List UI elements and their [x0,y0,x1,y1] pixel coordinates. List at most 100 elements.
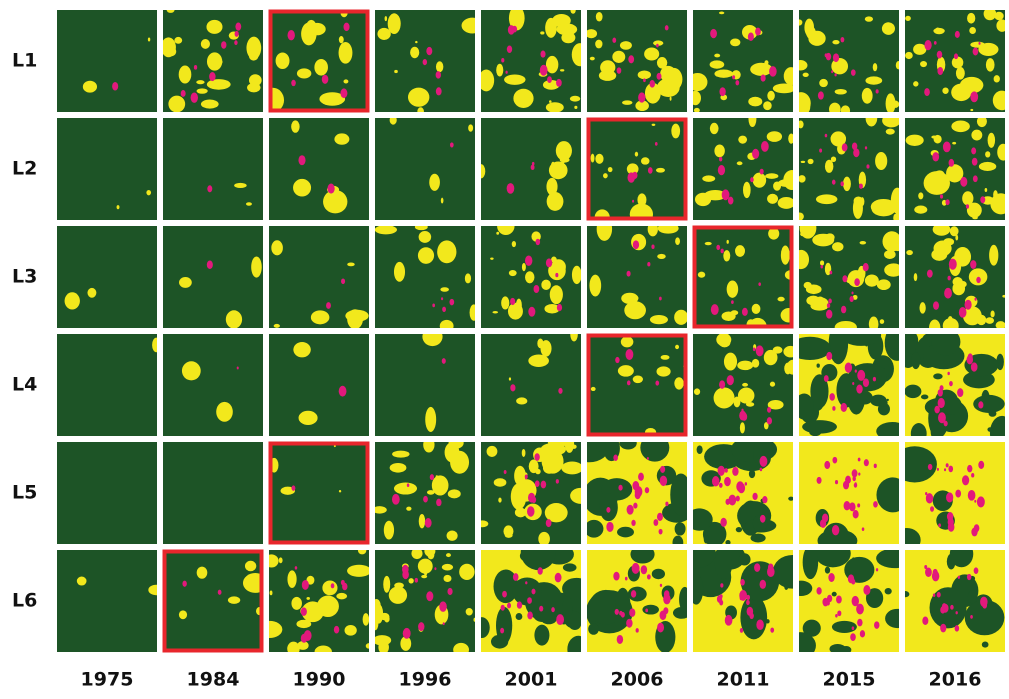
urban-patch [555,273,558,277]
patch [802,420,837,434]
patch [952,142,956,145]
patch [494,478,507,487]
urban-patch [612,38,616,43]
patch [951,84,971,101]
patch [496,232,499,235]
map-tile [372,437,475,544]
urban-patch [638,92,645,102]
patch [865,274,879,286]
urban-patch [928,498,932,503]
urban-patch [725,615,733,626]
urban-patch [924,40,931,50]
urban-patch [650,80,655,88]
patch [931,423,944,441]
map-tile [893,328,1009,449]
patch [767,194,778,204]
map-tile [57,550,164,652]
patch [980,124,984,127]
patch [873,63,878,71]
tile-background [693,10,793,112]
urban-patch [735,80,739,85]
patch [595,40,602,49]
urban-patch [948,466,953,473]
patch [425,407,436,432]
urban-patch [857,370,865,381]
patch [358,547,366,555]
patch [498,497,501,502]
urban-patch [833,53,839,62]
urban-patch [853,510,859,518]
patch [702,175,715,181]
urban-patch [425,518,432,528]
patch [372,506,386,513]
urban-patch [841,403,848,412]
patch [808,159,814,164]
map-tile [163,334,263,436]
urban-patch [937,468,939,471]
patch [630,204,653,225]
urban-patch [625,577,628,581]
column-label: 1996 [399,669,452,691]
patch [513,89,533,108]
urban-patch [768,564,774,572]
patch [511,483,527,509]
patch [876,422,908,441]
patch [77,577,87,586]
patch [299,411,318,425]
patch [619,437,636,450]
column-label: 1984 [187,669,240,691]
patch [831,156,836,162]
patch [384,521,394,540]
patch [546,56,558,74]
urban-patch [655,381,659,386]
urban-patch [558,388,562,394]
map-tile [587,118,687,226]
map-tile [57,10,157,112]
urban-patch [974,500,976,503]
urban-patch [955,625,960,631]
column-label: 1990 [293,669,346,691]
column-label: 2015 [823,669,876,691]
patch [372,616,379,630]
patch [528,355,549,367]
patch [790,98,810,116]
patch [612,51,625,63]
urban-patch [854,278,860,286]
patch [951,121,969,133]
urban-patch [740,579,745,586]
urban-patch [617,67,622,73]
urban-patch [864,459,869,466]
urban-patch [746,595,750,600]
column-label: 2006 [611,669,664,691]
urban-patch [938,389,943,396]
urban-patch [827,303,830,308]
patch [442,564,453,571]
patch [734,396,741,407]
patch [197,88,208,93]
urban-patch [863,378,869,387]
urban-patch [858,458,861,462]
patch [87,288,96,298]
patch [618,365,634,377]
patch [695,193,711,206]
urban-patch [856,385,862,394]
urban-patch [647,457,649,460]
patch [637,193,646,206]
urban-patch [298,155,305,165]
patch [752,359,759,368]
patch [317,596,339,618]
urban-patch [326,302,331,309]
patch [652,569,665,579]
patch [931,135,936,138]
urban-patch [947,372,949,375]
figure: L1L2L3L4L5L61975198419901996200120062011… [0,0,1009,695]
patch [501,296,509,309]
urban-patch [415,578,418,583]
patch [339,490,341,492]
patch [891,188,904,214]
patch [656,168,665,173]
urban-patch [760,169,764,175]
urban-patch [423,59,427,65]
urban-patch [423,496,428,503]
patch [522,449,526,457]
